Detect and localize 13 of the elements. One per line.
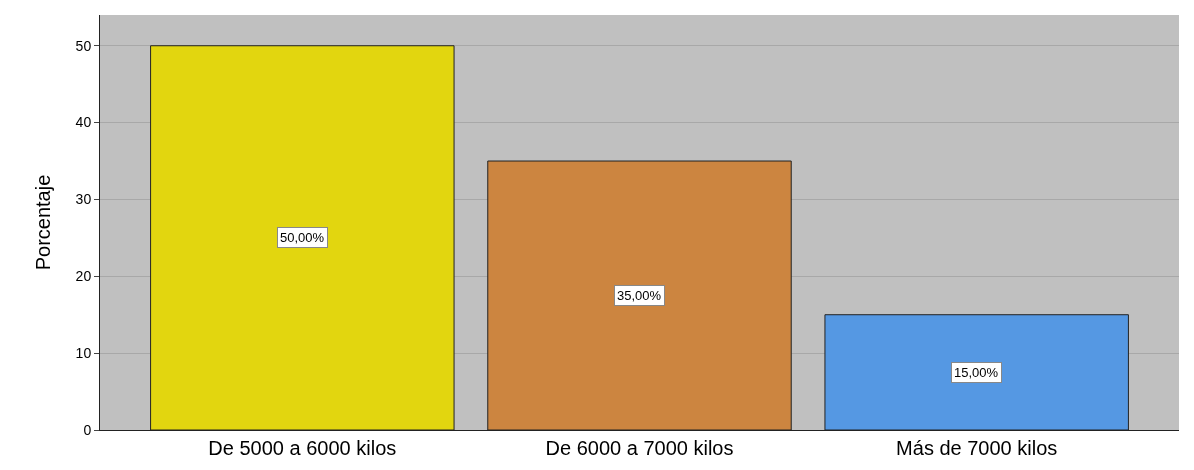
y-tick-label: 40 <box>75 114 92 131</box>
y-tick-label: 0 <box>83 421 92 438</box>
x-tick-label: De 6000 a 7000 kilos <box>545 437 734 459</box>
y-axis-title: Porcentaje <box>32 174 54 271</box>
data-label: 35,00% <box>617 288 662 303</box>
y-tick-label: 20 <box>75 268 92 285</box>
data-label: 15,00% <box>954 365 999 380</box>
y-tick-label: 10 <box>75 345 92 362</box>
x-tick-label: Más de 7000 kilos <box>896 437 1058 459</box>
y-tick-label: 30 <box>75 191 92 208</box>
x-tick-label: De 5000 a 6000 kilos <box>208 437 397 459</box>
y-tick-label: 50 <box>75 37 92 54</box>
data-label: 50,00% <box>280 230 325 245</box>
